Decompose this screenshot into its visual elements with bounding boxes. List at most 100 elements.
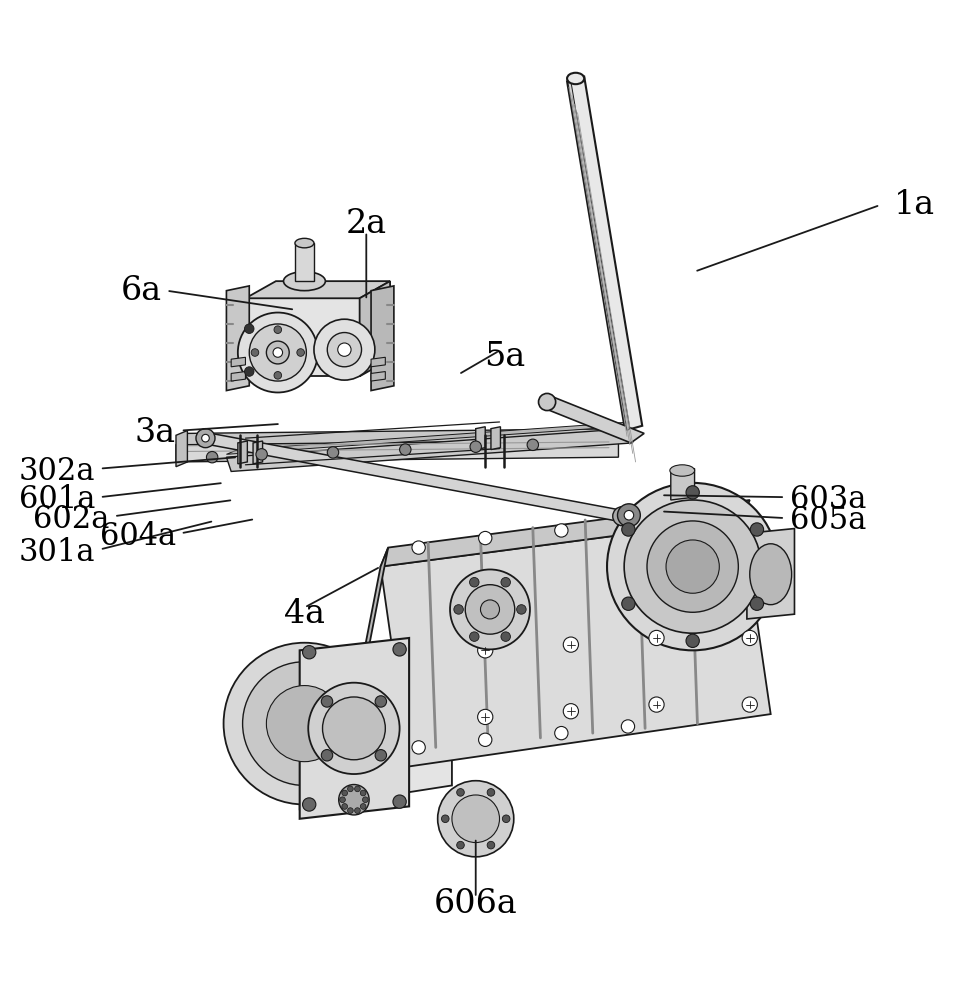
Polygon shape [176, 429, 629, 445]
Ellipse shape [517, 605, 527, 614]
Ellipse shape [465, 585, 515, 634]
Text: 601a: 601a [18, 485, 95, 516]
Ellipse shape [266, 686, 342, 762]
Ellipse shape [479, 531, 492, 545]
Ellipse shape [355, 808, 360, 813]
Ellipse shape [348, 786, 354, 792]
Ellipse shape [441, 815, 449, 823]
Ellipse shape [242, 662, 366, 785]
Ellipse shape [538, 393, 555, 411]
Polygon shape [227, 286, 249, 391]
Ellipse shape [619, 512, 626, 520]
Ellipse shape [618, 504, 640, 527]
Ellipse shape [470, 441, 481, 452]
Ellipse shape [256, 449, 267, 460]
Ellipse shape [622, 720, 634, 733]
Polygon shape [567, 77, 642, 431]
Polygon shape [176, 431, 187, 467]
Polygon shape [232, 372, 245, 381]
Ellipse shape [224, 643, 385, 804]
Ellipse shape [342, 790, 348, 796]
Ellipse shape [393, 795, 407, 808]
Text: 6a: 6a [120, 275, 161, 307]
Ellipse shape [470, 632, 479, 641]
Ellipse shape [412, 541, 426, 554]
Polygon shape [300, 643, 452, 809]
Ellipse shape [742, 630, 757, 646]
Polygon shape [747, 529, 795, 619]
Ellipse shape [456, 789, 464, 796]
Text: 4a: 4a [283, 598, 325, 630]
Polygon shape [253, 441, 262, 464]
Ellipse shape [686, 634, 700, 647]
Ellipse shape [337, 343, 351, 356]
Ellipse shape [751, 597, 764, 610]
Ellipse shape [362, 797, 368, 803]
Ellipse shape [563, 704, 579, 719]
Text: 301a: 301a [18, 537, 95, 568]
Ellipse shape [554, 524, 568, 537]
Ellipse shape [321, 696, 333, 707]
Polygon shape [232, 357, 245, 367]
Ellipse shape [452, 795, 500, 843]
Ellipse shape [375, 696, 386, 707]
Polygon shape [540, 397, 644, 443]
Ellipse shape [666, 540, 720, 593]
Ellipse shape [375, 750, 386, 761]
Ellipse shape [607, 483, 778, 650]
Ellipse shape [479, 733, 492, 746]
Ellipse shape [622, 523, 635, 536]
Ellipse shape [328, 447, 338, 458]
Ellipse shape [273, 348, 283, 357]
Ellipse shape [249, 324, 307, 381]
Ellipse shape [274, 326, 282, 333]
Ellipse shape [393, 643, 407, 656]
Ellipse shape [454, 605, 463, 614]
Polygon shape [349, 548, 388, 728]
Ellipse shape [503, 815, 510, 823]
Polygon shape [245, 281, 390, 298]
Ellipse shape [244, 367, 254, 376]
Ellipse shape [437, 781, 514, 857]
Polygon shape [371, 286, 394, 391]
Ellipse shape [360, 804, 366, 809]
Polygon shape [671, 469, 695, 500]
Ellipse shape [450, 569, 530, 649]
Ellipse shape [202, 434, 209, 442]
Polygon shape [371, 357, 385, 367]
Text: 604a: 604a [100, 521, 176, 552]
Ellipse shape [647, 521, 738, 612]
Ellipse shape [501, 632, 510, 641]
Text: 3a: 3a [135, 417, 176, 449]
Polygon shape [371, 372, 385, 381]
Ellipse shape [624, 500, 761, 633]
Ellipse shape [456, 841, 464, 849]
Ellipse shape [567, 73, 584, 84]
Polygon shape [359, 281, 390, 376]
Ellipse shape [328, 333, 361, 367]
Polygon shape [491, 427, 501, 450]
Ellipse shape [670, 465, 695, 476]
Polygon shape [227, 422, 630, 454]
Polygon shape [300, 638, 409, 819]
Ellipse shape [244, 324, 254, 333]
Ellipse shape [207, 451, 218, 463]
Ellipse shape [314, 319, 375, 380]
Text: 606a: 606a [433, 888, 518, 920]
Ellipse shape [649, 697, 664, 712]
Ellipse shape [348, 808, 354, 813]
Polygon shape [200, 433, 628, 521]
Ellipse shape [303, 798, 316, 811]
Ellipse shape [478, 709, 493, 725]
Ellipse shape [686, 486, 700, 499]
Ellipse shape [478, 643, 493, 658]
Ellipse shape [338, 785, 369, 815]
Ellipse shape [297, 349, 305, 356]
Ellipse shape [237, 313, 318, 392]
Polygon shape [245, 298, 359, 376]
Ellipse shape [480, 600, 500, 619]
Ellipse shape [323, 697, 385, 760]
Polygon shape [295, 243, 314, 281]
Polygon shape [381, 519, 771, 766]
Ellipse shape [750, 544, 792, 605]
